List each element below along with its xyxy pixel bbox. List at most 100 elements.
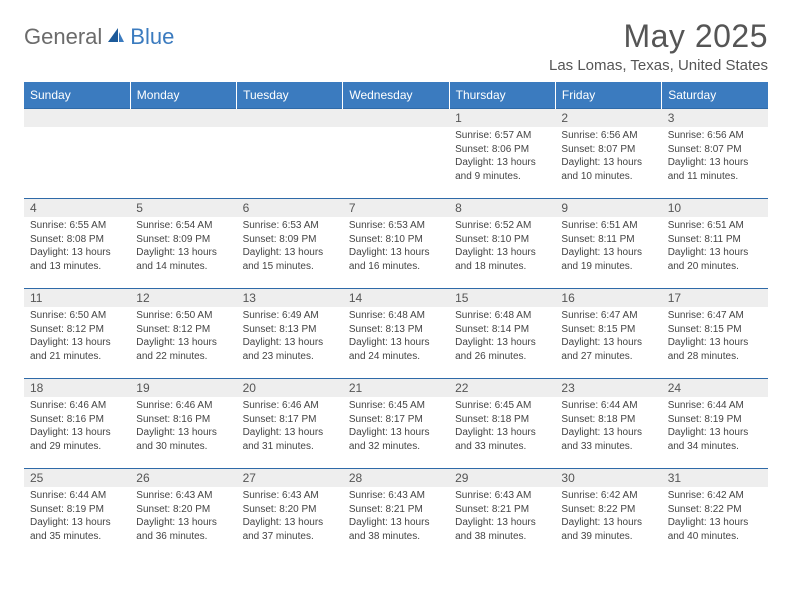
calendar-cell: 27Sunrise: 6:43 AMSunset: 8:20 PMDayligh… [237, 469, 343, 559]
calendar-cell: 15Sunrise: 6:48 AMSunset: 8:14 PMDayligh… [449, 289, 555, 379]
day-number: 1 [449, 109, 555, 127]
day-number: 18 [24, 379, 130, 397]
header: General Blue May 2025 Las Lomas, Texas, … [24, 18, 768, 74]
calendar-cell: 12Sunrise: 6:50 AMSunset: 8:12 PMDayligh… [130, 289, 236, 379]
day-number: 7 [343, 199, 449, 217]
day-details: Sunrise: 6:56 AMSunset: 8:07 PMDaylight:… [555, 127, 661, 187]
month-title: May 2025 [549, 18, 768, 55]
day-number: 11 [24, 289, 130, 307]
day-details: Sunrise: 6:43 AMSunset: 8:20 PMDaylight:… [237, 487, 343, 547]
day-details: Sunrise: 6:44 AMSunset: 8:19 PMDaylight:… [662, 397, 768, 457]
day-number: 15 [449, 289, 555, 307]
location: Las Lomas, Texas, United States [549, 57, 768, 74]
day-number: 6 [237, 199, 343, 217]
calendar-cell-empty [237, 109, 343, 199]
weekday-header: Friday [555, 82, 661, 109]
day-number: 19 [130, 379, 236, 397]
calendar-cell: 13Sunrise: 6:49 AMSunset: 8:13 PMDayligh… [237, 289, 343, 379]
day-details: Sunrise: 6:46 AMSunset: 8:16 PMDaylight:… [24, 397, 130, 457]
weekday-header: Saturday [662, 82, 768, 109]
calendar-cell: 2Sunrise: 6:56 AMSunset: 8:07 PMDaylight… [555, 109, 661, 199]
day-details: Sunrise: 6:53 AMSunset: 8:09 PMDaylight:… [237, 217, 343, 277]
calendar-cell: 22Sunrise: 6:45 AMSunset: 8:18 PMDayligh… [449, 379, 555, 469]
day-number: 22 [449, 379, 555, 397]
day-details: Sunrise: 6:54 AMSunset: 8:09 PMDaylight:… [130, 217, 236, 277]
day-details: Sunrise: 6:45 AMSunset: 8:18 PMDaylight:… [449, 397, 555, 457]
day-number: 5 [130, 199, 236, 217]
day-number: 8 [449, 199, 555, 217]
day-details: Sunrise: 6:48 AMSunset: 8:14 PMDaylight:… [449, 307, 555, 367]
day-details: Sunrise: 6:53 AMSunset: 8:10 PMDaylight:… [343, 217, 449, 277]
calendar-cell: 23Sunrise: 6:44 AMSunset: 8:18 PMDayligh… [555, 379, 661, 469]
day-number: 23 [555, 379, 661, 397]
logo-sail-icon [106, 26, 126, 49]
day-details: Sunrise: 6:50 AMSunset: 8:12 PMDaylight:… [24, 307, 130, 367]
calendar-cell: 24Sunrise: 6:44 AMSunset: 8:19 PMDayligh… [662, 379, 768, 469]
day-details: Sunrise: 6:46 AMSunset: 8:17 PMDaylight:… [237, 397, 343, 457]
logo-text-blue: Blue [130, 24, 174, 50]
day-details: Sunrise: 6:57 AMSunset: 8:06 PMDaylight:… [449, 127, 555, 187]
calendar-cell: 18Sunrise: 6:46 AMSunset: 8:16 PMDayligh… [24, 379, 130, 469]
calendar-cell: 17Sunrise: 6:47 AMSunset: 8:15 PMDayligh… [662, 289, 768, 379]
day-details: Sunrise: 6:56 AMSunset: 8:07 PMDaylight:… [662, 127, 768, 187]
day-number: 9 [555, 199, 661, 217]
day-details: Sunrise: 6:42 AMSunset: 8:22 PMDaylight:… [662, 487, 768, 547]
calendar-cell: 28Sunrise: 6:43 AMSunset: 8:21 PMDayligh… [343, 469, 449, 559]
calendar-cell: 3Sunrise: 6:56 AMSunset: 8:07 PMDaylight… [662, 109, 768, 199]
weekday-header: Wednesday [343, 82, 449, 109]
day-number: 25 [24, 469, 130, 487]
calendar-cell: 1Sunrise: 6:57 AMSunset: 8:06 PMDaylight… [449, 109, 555, 199]
calendar-cell: 30Sunrise: 6:42 AMSunset: 8:22 PMDayligh… [555, 469, 661, 559]
calendar-cell: 26Sunrise: 6:43 AMSunset: 8:20 PMDayligh… [130, 469, 236, 559]
day-details: Sunrise: 6:43 AMSunset: 8:20 PMDaylight:… [130, 487, 236, 547]
day-number: 20 [237, 379, 343, 397]
day-number: 13 [237, 289, 343, 307]
day-details: Sunrise: 6:47 AMSunset: 8:15 PMDaylight:… [555, 307, 661, 367]
logo: General Blue [24, 24, 174, 50]
day-number: 16 [555, 289, 661, 307]
day-details: Sunrise: 6:44 AMSunset: 8:19 PMDaylight:… [24, 487, 130, 547]
calendar-cell: 7Sunrise: 6:53 AMSunset: 8:10 PMDaylight… [343, 199, 449, 289]
day-number: 26 [130, 469, 236, 487]
day-details: Sunrise: 6:48 AMSunset: 8:13 PMDaylight:… [343, 307, 449, 367]
calendar-cell-empty [24, 109, 130, 199]
day-details: Sunrise: 6:47 AMSunset: 8:15 PMDaylight:… [662, 307, 768, 367]
calendar-cell: 6Sunrise: 6:53 AMSunset: 8:09 PMDaylight… [237, 199, 343, 289]
day-number: 2 [555, 109, 661, 127]
day-number: 28 [343, 469, 449, 487]
day-number: 17 [662, 289, 768, 307]
day-number: 4 [24, 199, 130, 217]
day-details: Sunrise: 6:42 AMSunset: 8:22 PMDaylight:… [555, 487, 661, 547]
day-details: Sunrise: 6:43 AMSunset: 8:21 PMDaylight:… [449, 487, 555, 547]
day-number: 12 [130, 289, 236, 307]
calendar-cell: 14Sunrise: 6:48 AMSunset: 8:13 PMDayligh… [343, 289, 449, 379]
calendar-cell: 5Sunrise: 6:54 AMSunset: 8:09 PMDaylight… [130, 199, 236, 289]
day-details: Sunrise: 6:51 AMSunset: 8:11 PMDaylight:… [662, 217, 768, 277]
day-number: 10 [662, 199, 768, 217]
day-details: Sunrise: 6:51 AMSunset: 8:11 PMDaylight:… [555, 217, 661, 277]
calendar-table: SundayMondayTuesdayWednesdayThursdayFrid… [24, 82, 768, 559]
logo-text-general: General [24, 24, 102, 50]
calendar-cell-empty [130, 109, 236, 199]
day-number: 14 [343, 289, 449, 307]
day-details: Sunrise: 6:43 AMSunset: 8:21 PMDaylight:… [343, 487, 449, 547]
calendar-cell: 10Sunrise: 6:51 AMSunset: 8:11 PMDayligh… [662, 199, 768, 289]
day-details: Sunrise: 6:46 AMSunset: 8:16 PMDaylight:… [130, 397, 236, 457]
calendar-cell: 21Sunrise: 6:45 AMSunset: 8:17 PMDayligh… [343, 379, 449, 469]
day-number: 27 [237, 469, 343, 487]
calendar-cell: 16Sunrise: 6:47 AMSunset: 8:15 PMDayligh… [555, 289, 661, 379]
calendar-cell: 19Sunrise: 6:46 AMSunset: 8:16 PMDayligh… [130, 379, 236, 469]
calendar-cell: 11Sunrise: 6:50 AMSunset: 8:12 PMDayligh… [24, 289, 130, 379]
day-number: 3 [662, 109, 768, 127]
day-number: 30 [555, 469, 661, 487]
day-details: Sunrise: 6:50 AMSunset: 8:12 PMDaylight:… [130, 307, 236, 367]
day-number: 21 [343, 379, 449, 397]
calendar-cell: 20Sunrise: 6:46 AMSunset: 8:17 PMDayligh… [237, 379, 343, 469]
weekday-header: Tuesday [237, 82, 343, 109]
day-number: 31 [662, 469, 768, 487]
title-block: May 2025 Las Lomas, Texas, United States [549, 18, 768, 74]
day-details: Sunrise: 6:52 AMSunset: 8:10 PMDaylight:… [449, 217, 555, 277]
day-details: Sunrise: 6:45 AMSunset: 8:17 PMDaylight:… [343, 397, 449, 457]
day-details: Sunrise: 6:44 AMSunset: 8:18 PMDaylight:… [555, 397, 661, 457]
calendar-cell: 25Sunrise: 6:44 AMSunset: 8:19 PMDayligh… [24, 469, 130, 559]
